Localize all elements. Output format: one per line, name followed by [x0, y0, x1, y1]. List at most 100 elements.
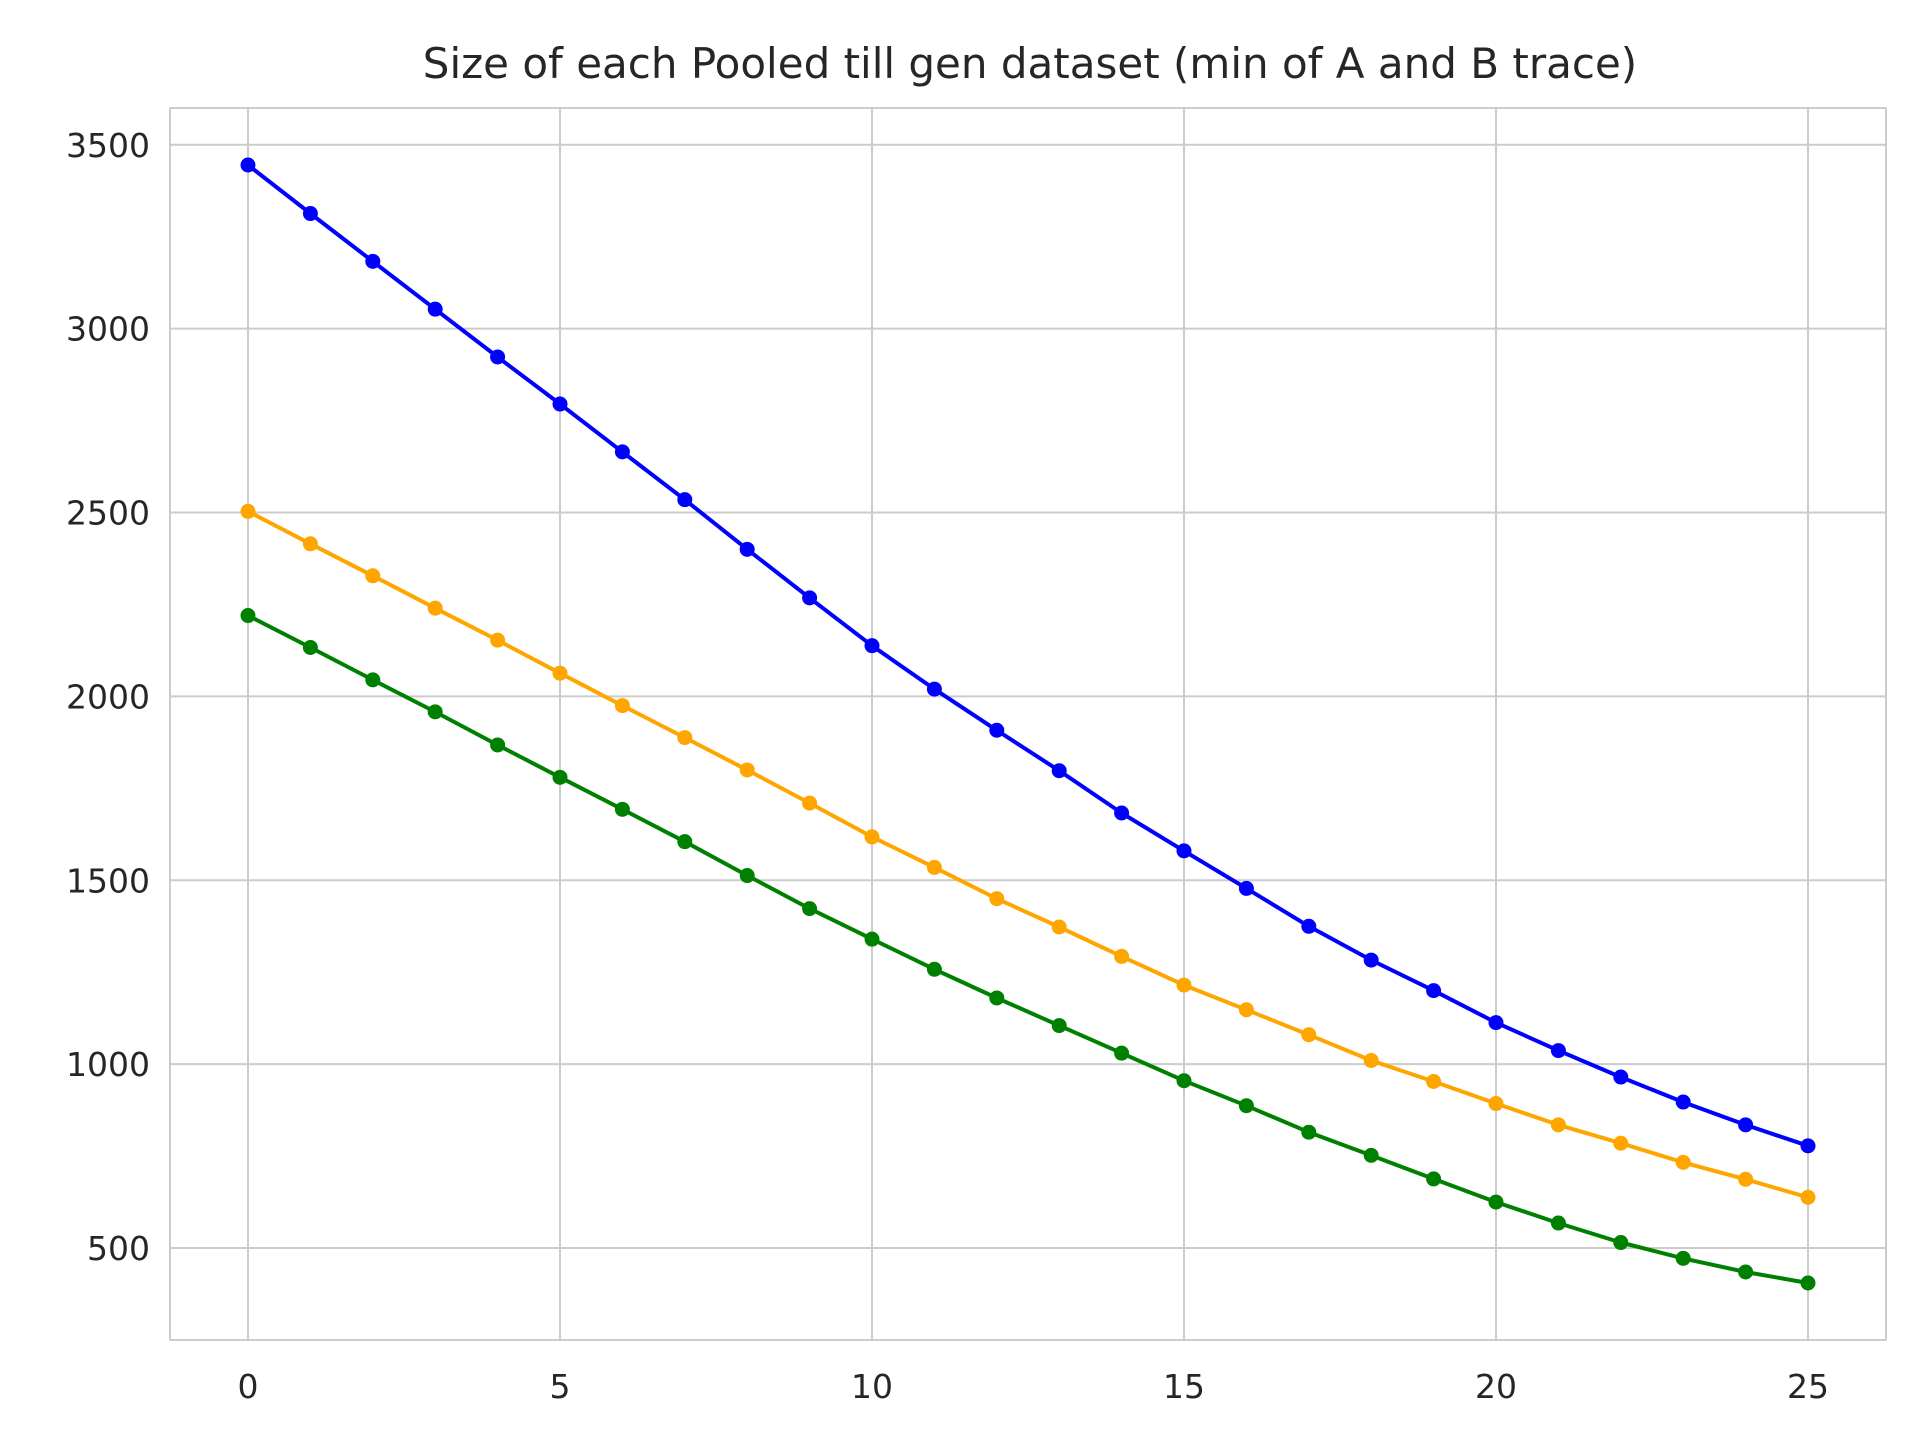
data-point — [677, 492, 693, 508]
data-point — [490, 349, 506, 365]
data-point — [1363, 1147, 1379, 1163]
data-point — [427, 704, 443, 720]
data-point — [1238, 1098, 1254, 1114]
data-point — [1675, 1094, 1691, 1110]
data-point — [1426, 983, 1442, 999]
data-point — [490, 632, 506, 648]
data-point — [1363, 952, 1379, 968]
series-lines — [246, 163, 1809, 1285]
data-point — [240, 608, 256, 624]
y-tick-label: 1500 — [66, 861, 150, 900]
grid — [170, 108, 1886, 1340]
x-tick-label: 10 — [851, 1367, 893, 1406]
data-point — [1488, 1194, 1504, 1210]
data-point — [989, 722, 1005, 738]
data-point — [365, 253, 381, 269]
tick-labels: 0 5 10 15 20 25 500 1000 1500 2000 2500 3000 3500 — [66, 126, 1829, 1406]
data-point — [552, 396, 568, 412]
data-point — [552, 769, 568, 785]
data-point — [926, 961, 942, 977]
data-point — [1176, 1073, 1192, 1089]
data-point — [1550, 1215, 1566, 1231]
series-points — [240, 157, 1816, 1291]
data-point — [1613, 1135, 1629, 1151]
data-point — [1301, 918, 1317, 934]
data-point — [802, 590, 818, 606]
data-point — [1675, 1250, 1691, 1266]
data-point — [1301, 1124, 1317, 1140]
data-point — [677, 730, 693, 746]
data-point — [614, 698, 630, 714]
data-point — [1238, 1002, 1254, 1018]
data-point — [1176, 977, 1192, 993]
y-tick-label: 3000 — [66, 310, 150, 349]
data-point — [365, 672, 381, 688]
x-tick-label: 5 — [550, 1367, 571, 1406]
data-point — [864, 638, 880, 654]
data-point — [302, 640, 318, 656]
data-point — [989, 990, 1005, 1006]
y-tick-label: 2500 — [66, 494, 150, 533]
data-point — [1238, 880, 1254, 896]
data-point — [926, 681, 942, 697]
y-tick-label: 1000 — [66, 1045, 150, 1084]
x-tick-label: 20 — [1475, 1367, 1517, 1406]
plot-frame — [169, 107, 1887, 1341]
data-point — [490, 737, 506, 753]
data-point — [1114, 805, 1130, 821]
data-point — [1675, 1154, 1691, 1170]
data-point — [302, 206, 318, 222]
data-point — [427, 301, 443, 317]
data-point — [1488, 1015, 1504, 1031]
data-point — [1176, 843, 1192, 859]
data-point — [1051, 1018, 1067, 1034]
data-point — [1800, 1275, 1816, 1291]
data-point — [1550, 1117, 1566, 1133]
data-point — [614, 801, 630, 817]
data-point — [926, 859, 942, 875]
data-point — [1613, 1069, 1629, 1085]
data-point — [1488, 1096, 1504, 1112]
y-tick-label: 3500 — [66, 126, 150, 165]
data-point — [1051, 763, 1067, 779]
data-point — [739, 541, 755, 557]
y-tick-label: 500 — [87, 1229, 150, 1268]
x-tick-label: 15 — [1163, 1367, 1205, 1406]
data-point — [864, 931, 880, 947]
data-point — [739, 868, 755, 884]
series-line-1 — [247, 509, 1809, 1200]
series-line-0 — [246, 163, 1809, 1148]
data-point — [302, 536, 318, 552]
x-tick-label: 25 — [1787, 1367, 1829, 1406]
y-tick-label: 2000 — [66, 677, 150, 716]
data-point — [1738, 1117, 1754, 1133]
data-point — [365, 568, 381, 584]
data-point — [1363, 1053, 1379, 1069]
data-point — [802, 901, 818, 917]
data-point — [1426, 1171, 1442, 1187]
data-point — [1613, 1235, 1629, 1251]
data-point — [864, 829, 880, 845]
data-point — [1114, 948, 1130, 964]
data-point — [1738, 1264, 1754, 1280]
data-point — [1800, 1138, 1816, 1154]
series-line-2 — [247, 613, 1809, 1285]
data-point — [1051, 919, 1067, 935]
data-point — [1301, 1027, 1317, 1043]
data-point — [1550, 1043, 1566, 1059]
data-point — [240, 157, 256, 173]
data-point — [427, 600, 443, 616]
data-point — [1800, 1189, 1816, 1205]
data-point — [739, 762, 755, 778]
data-point — [802, 795, 818, 811]
data-point — [552, 665, 568, 681]
data-point — [989, 891, 1005, 907]
data-point — [677, 834, 693, 850]
data-point — [1114, 1045, 1130, 1061]
data-point — [1738, 1171, 1754, 1187]
chart-title: Size of each Pooled till gen dataset (mi… — [423, 39, 1637, 88]
data-point — [240, 503, 256, 519]
data-point — [614, 444, 630, 460]
